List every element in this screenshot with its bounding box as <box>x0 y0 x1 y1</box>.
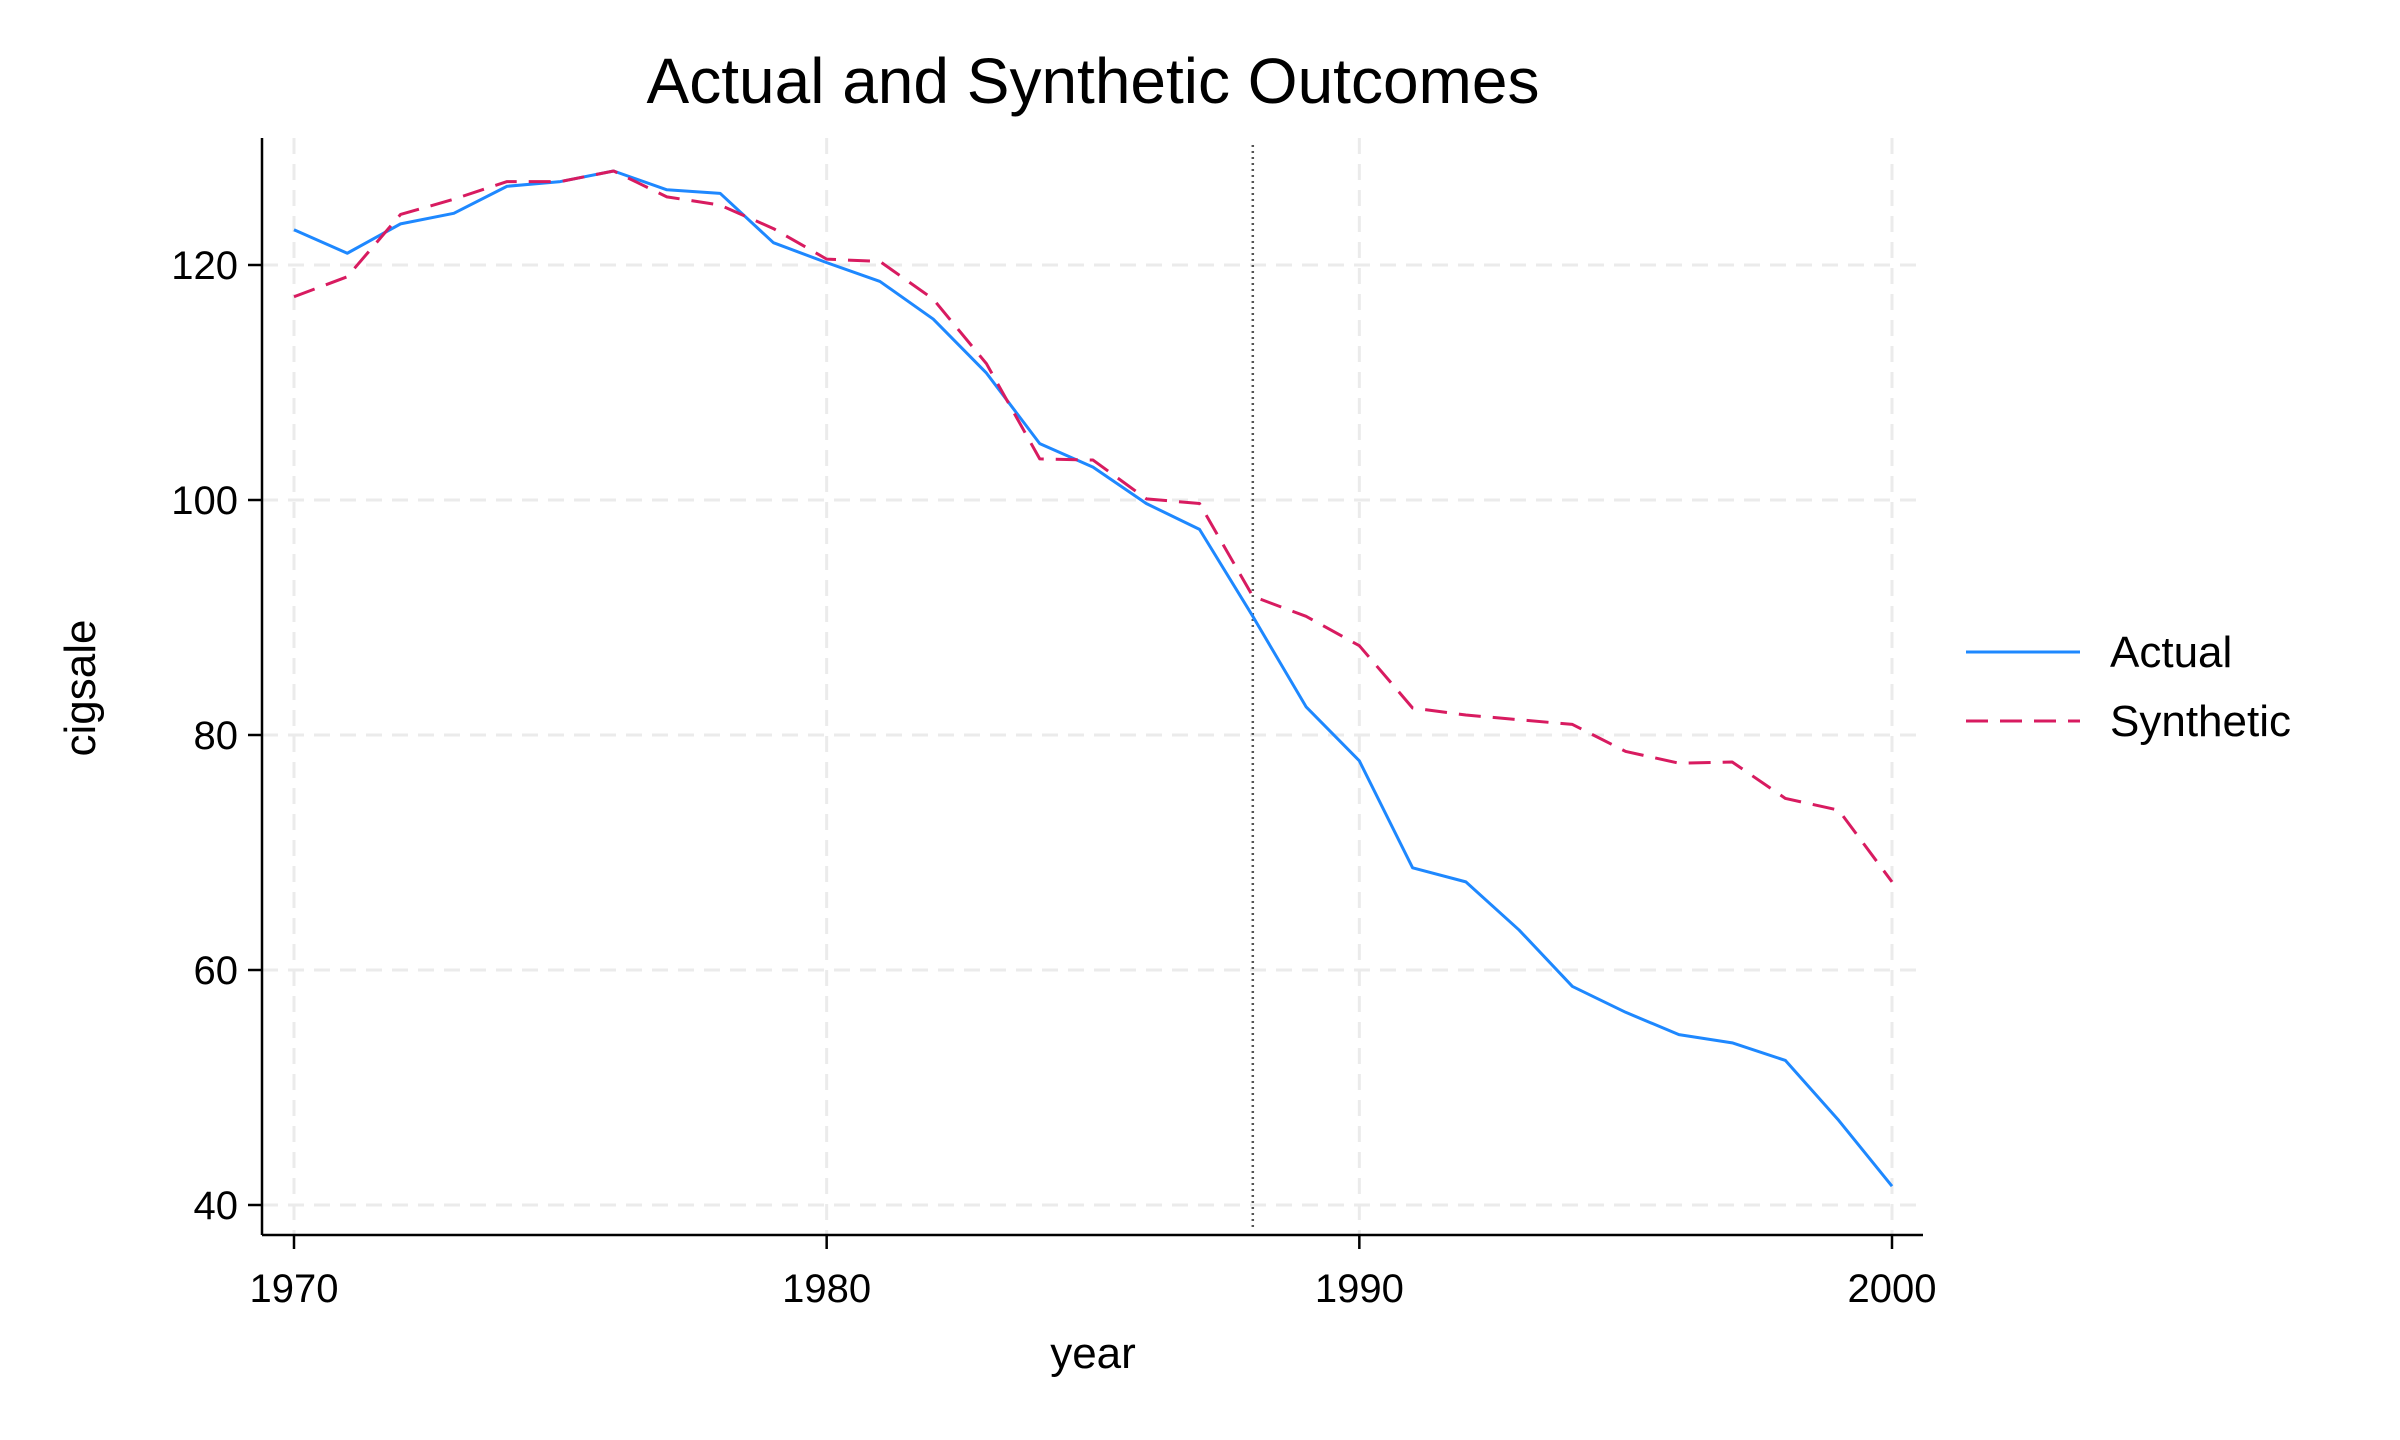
series-line-synthetic <box>293 169 1894 883</box>
x-tick-label: 1990 <box>1315 1267 1404 1311</box>
y-tick-label: 100 <box>171 479 238 523</box>
x-tick-label: 1980 <box>782 1267 871 1311</box>
y-tick-label: 40 <box>194 1184 239 1228</box>
legend-label: Synthetic <box>2110 697 2291 746</box>
series-line-actual <box>293 169 1894 1188</box>
y-tick-label: 60 <box>194 949 239 993</box>
grid <box>262 138 1923 1235</box>
chart-title: Actual and Synthetic Outcomes <box>647 45 1540 117</box>
ticks: 40 60 80 100 120 1970 1980 1990 2000 <box>171 244 1936 1311</box>
x-tick-label: 2000 <box>1848 1267 1937 1311</box>
legend-label: Actual <box>2110 628 2232 677</box>
y-tick-label: 120 <box>171 244 238 288</box>
x-tick-label: 1970 <box>250 1267 339 1311</box>
x-axis-label: year <box>1050 1329 1136 1378</box>
y-axis-label: cigsale <box>56 620 105 757</box>
y-tick-label: 80 <box>194 714 239 758</box>
series-lines <box>293 169 1894 1188</box>
legend: Actual Synthetic <box>1966 628 2291 746</box>
